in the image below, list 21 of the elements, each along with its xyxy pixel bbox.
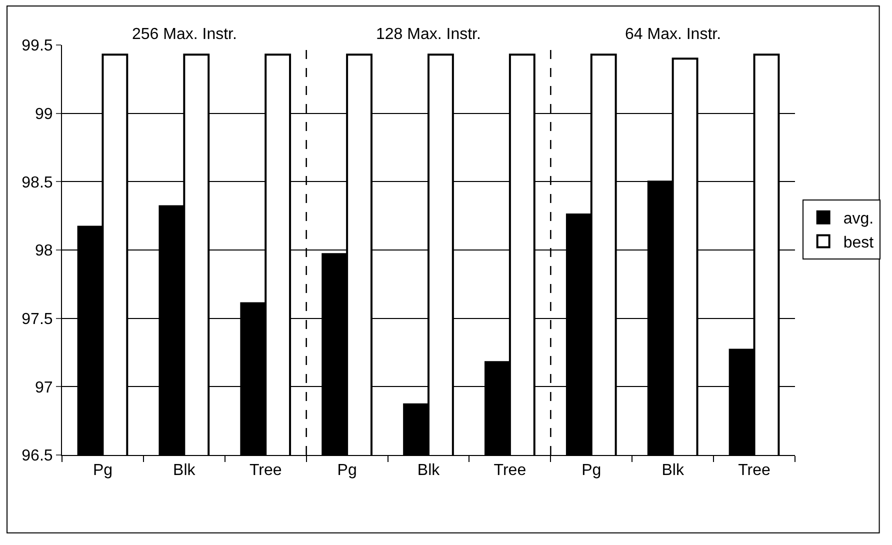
y-tick-label: 98.5 (22, 174, 53, 192)
text: 256 Max. Instr. (132, 26, 237, 43)
text: 64 Max. Instr. (625, 26, 722, 43)
y-tick-label: 99 (35, 106, 53, 123)
y-tick-label: 98 (35, 242, 53, 260)
x-tick-label: Tree (738, 462, 771, 480)
text: 128 Max. Instr. (376, 26, 481, 43)
y-tick-label: 97 (35, 379, 53, 396)
x-tick-label: Pg (337, 462, 357, 480)
x-tick-label: Pg (92, 462, 113, 480)
x-tick-label: Tree (249, 462, 282, 480)
y-tick-label: 97.5 (22, 310, 53, 328)
x-tick-label: Tree (494, 462, 526, 480)
x-tick-label: Blk (173, 462, 196, 480)
x-tick-label: Blk (662, 462, 685, 480)
y-tick-label: 96.5 (22, 448, 53, 465)
legend-label: avg. (843, 210, 874, 228)
x-tick-label: Blk (417, 462, 441, 480)
y-tick-label: 99.5 (22, 38, 53, 55)
x-tick-label: Pg (582, 462, 602, 480)
legend-label: best (843, 234, 874, 252)
